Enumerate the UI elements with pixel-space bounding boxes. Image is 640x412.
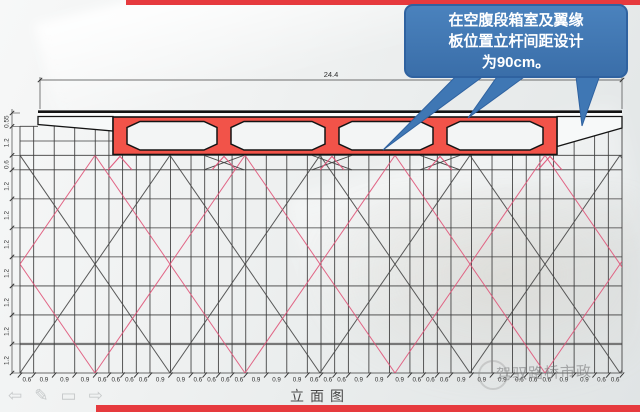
dimension-label: 0.6	[542, 377, 551, 384]
dimension-label: 1.2	[4, 327, 11, 336]
dimension-label: 0.9	[375, 377, 384, 384]
forward-arrow-icon[interactable]: ⇨	[88, 386, 103, 405]
dimension-label: 0.9	[60, 377, 69, 384]
dimension-label: 0.9	[354, 377, 363, 384]
callout-text-line: 在空腹段箱室及翼缘	[448, 12, 584, 29]
dimension-label: 0.6	[125, 377, 134, 384]
dimension-label: 0.6	[221, 377, 230, 384]
dimension-label: 0.9	[252, 377, 261, 384]
girder-cell-void	[230, 120, 326, 151]
dimension-label: 0.6	[23, 377, 32, 384]
dimension-label: 0.9	[176, 377, 185, 384]
dimension-label: 1.2	[4, 356, 11, 365]
dimension-label: 0.6	[611, 377, 620, 384]
dimension-label: 0.6	[515, 377, 524, 384]
dimension-label: 0.6	[111, 377, 120, 384]
dimension-label: 1.2	[4, 269, 11, 278]
dimension-label: 0.9	[560, 377, 569, 384]
dimension-label: 0.6	[440, 377, 449, 384]
dimension-label: 0.6	[235, 377, 244, 384]
dimension-label: 1.2	[4, 181, 11, 190]
girder-cell-void	[446, 120, 544, 151]
dimension-label: 0.9	[272, 377, 281, 384]
girder-cell-void	[338, 120, 434, 151]
dimension-label: 24.4	[324, 70, 339, 79]
dimension-label: 0.6	[412, 377, 421, 384]
pencil-icon[interactable]: ✎	[34, 386, 49, 405]
back-arrow-icon[interactable]: ⇦	[8, 386, 23, 405]
dimension-label: 1.2	[4, 240, 11, 249]
viewer-toolbar: ⇦ ✎ ▭ ⇨	[8, 386, 128, 406]
dimension-label: 0.6	[139, 377, 148, 384]
dimension-label: 0.6	[98, 377, 107, 384]
dimension-label: 0.9	[395, 377, 404, 384]
dimension-label: 0.6	[324, 377, 333, 384]
dimension-label: 0.6	[529, 377, 538, 384]
dimension-label: 0.6	[337, 377, 346, 384]
dimension-label: 0.9	[293, 377, 302, 384]
dimensions: 24.4 0.55 1.2 0.6 1.2 1.2 1.2 1.2 1.2 1.2 1.2 0.6 0.…	[4, 70, 625, 384]
dimension-label: 0.9	[457, 377, 466, 384]
image-frame-icon[interactable]: ▭	[60, 386, 77, 405]
dimension-label: 0.9	[580, 377, 589, 384]
dimension-label: 0.9	[156, 377, 165, 384]
watermark-text: 驾驭路桥市政	[495, 363, 593, 384]
callout-text-line: 为90cm。	[481, 54, 551, 71]
dimension-label: 0.6	[4, 160, 11, 169]
dimension-label: 1.2	[4, 210, 11, 219]
diagram-title: 立面图	[290, 388, 350, 404]
dimension-label: 0.6	[597, 377, 606, 384]
dimension-label: 0.55	[4, 115, 11, 128]
bottom-red-border	[96, 405, 640, 412]
scaffold-grid	[19, 125, 623, 374]
box-girder	[37, 110, 623, 156]
callout-bubble: 在空腹段箱室及翼缘 板位置立杆间距设计 为90cm。	[404, 4, 628, 78]
dimension-label: 0.6	[310, 377, 319, 384]
top-red-border	[126, 0, 640, 5]
callout-text-line: 板位置立杆间距设计	[448, 33, 584, 50]
dimension-label: 0.6	[426, 377, 435, 384]
dimension-label: 0.9	[81, 377, 90, 384]
dimension-label: 1.2	[4, 138, 11, 147]
diagonal-braces	[20, 155, 622, 373]
dimension-label: 0.6	[194, 377, 203, 384]
dimension-label: 0.9	[40, 377, 49, 384]
girder-cell-void	[126, 120, 218, 151]
dimension-label: 1.2	[4, 298, 11, 307]
dimension-label: 0.6	[207, 377, 216, 384]
watermark-logo-circle	[478, 360, 508, 390]
